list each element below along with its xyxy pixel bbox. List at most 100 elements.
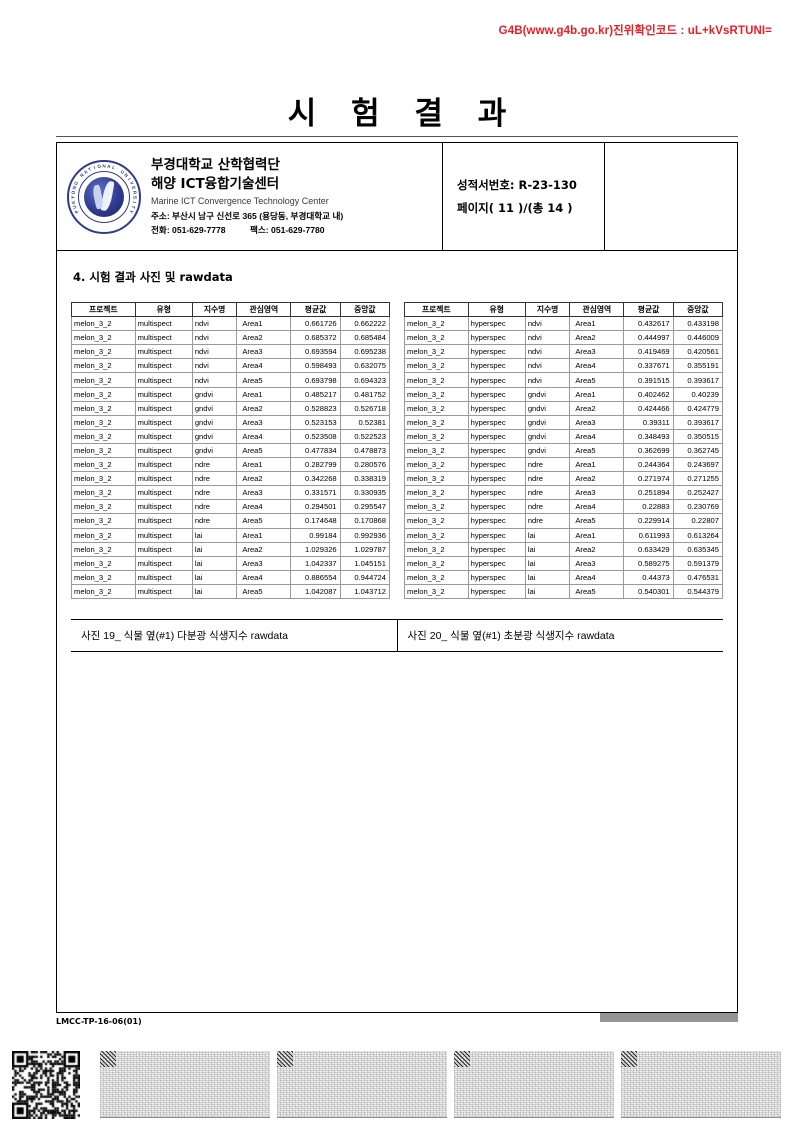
section-heading: 4. 시험 결과 사진 및 rawdata — [73, 270, 233, 284]
table-cell: 1.029787 — [339, 541, 391, 557]
multispect-rawdata-table: 프로젝트 유형 지수명 관심영역 평균값 중앙값 melon_3_2 multispect n… — [71, 301, 391, 599]
table-cell: melon_3_2 — [404, 513, 469, 529]
table-cell: 0.526718 — [339, 400, 391, 416]
table-cell: hyperspec — [467, 569, 526, 585]
table-row: melon_3_2 hyperspec gndvi Area2 0.424466 0.42… — [404, 400, 724, 416]
table-cell: 0.485217 — [290, 386, 341, 402]
table-cell: melon_3_2 — [71, 358, 136, 374]
table-row: melon_3_2 multispect gndvi Area2 0.528823 0.5… — [71, 400, 391, 416]
table-cell: melon_3_2 — [71, 344, 136, 360]
table-cell: melon_3_2 — [71, 414, 136, 430]
table-cell: melon_3_2 — [71, 400, 136, 416]
table-cell: Area2 — [569, 471, 625, 487]
table-cell: ndvi — [191, 358, 238, 374]
table-cell: 0.251894 — [623, 485, 674, 501]
table-cell: multispect — [134, 400, 193, 416]
table-cell: 0.685372 — [290, 330, 341, 346]
table-cell: 0.391515 — [623, 372, 674, 388]
table-cell: multispect — [134, 471, 193, 487]
org-name-english: Marine ICT Convergence Technology Center — [151, 196, 329, 206]
table-cell: multispect — [134, 428, 193, 444]
table-cell: 1.029326 — [290, 541, 341, 557]
table-cell: 0.694323 — [339, 372, 391, 388]
table-cell: melon_3_2 — [404, 555, 469, 571]
table-cell: melon_3_2 — [71, 386, 136, 402]
table-cell: Area2 — [236, 400, 292, 416]
table-cell: melon_3_2 — [404, 316, 469, 332]
table-cell: ndvi — [191, 316, 238, 332]
table-cell: ndre — [524, 499, 571, 515]
table-cell: hyperspec — [467, 400, 526, 416]
table-cell: Area2 — [569, 400, 625, 416]
table-cell: hyperspec — [467, 358, 526, 374]
table-cell: 0.295547 — [339, 499, 391, 515]
table-cell: melon_3_2 — [404, 471, 469, 487]
table-cell: multispect — [134, 442, 193, 459]
table-cell: 0.523508 — [290, 428, 341, 444]
table-row: melon_3_2 multispect lai Area5 1.042087 1.043… — [71, 583, 391, 599]
column-header-5: 중앙값 — [339, 301, 391, 318]
table-cell: Area3 — [236, 485, 292, 501]
table-cell: 0.944724 — [339, 569, 391, 585]
table-cell: 0.402462 — [623, 386, 674, 402]
table-cell: melon_3_2 — [71, 372, 136, 388]
table-cell: lai — [191, 555, 238, 571]
table-cell: melon_3_2 — [404, 485, 469, 501]
org-phone: 전화: 051-629-7778 — [151, 224, 226, 235]
table-cell: Area3 — [569, 555, 625, 571]
column-header-3: 관심영역 — [569, 301, 625, 318]
table-cell: hyperspec — [467, 583, 526, 599]
table-cell: 0.271255 — [672, 471, 724, 487]
title-divider — [56, 136, 738, 137]
column-header-2: 지수명 — [524, 301, 571, 318]
table-cell: 0.99184 — [290, 527, 341, 543]
table-header-row: 프로젝트 유형 지수명 관심영역 평균값 중앙값 — [404, 301, 724, 318]
table-cell: Area4 — [236, 428, 292, 444]
table-cell: Area3 — [236, 414, 292, 430]
table-cell: hyperspec — [467, 316, 526, 332]
table-cell: multispect — [134, 330, 193, 346]
table-cell: lai — [524, 583, 571, 599]
table-row: melon_3_2 hyperspec ndre Area2 0.271974 0.271… — [404, 471, 724, 487]
column-header-5: 중앙값 — [672, 301, 724, 318]
table-cell: 0.393617 — [672, 372, 724, 388]
table-cell: ndvi — [524, 316, 571, 332]
table-cell: 0.544379 — [672, 583, 724, 599]
table-cell: ndre — [191, 457, 238, 473]
table-cell: ndre — [191, 485, 238, 501]
table-cell: 0.481752 — [339, 386, 391, 402]
table-row: melon_3_2 multispect gndvi Area1 0.485217 0.4… — [71, 386, 391, 402]
table-cell: 0.478873 — [339, 442, 391, 459]
table-row: melon_3_2 hyperspec ndre Area4 0.22883 0.2307… — [404, 499, 724, 515]
caption-photo-20: 사진 20_ 식물 옆(#1) 초분광 식생지수 rawdata — [407, 629, 615, 642]
table-cell: 0.432617 — [623, 316, 674, 332]
table-cell: ndvi — [524, 358, 571, 374]
table-cell: Area4 — [569, 358, 625, 374]
table-row: melon_3_2 multispect lai Area3 1.042337 1.045… — [71, 555, 391, 571]
table-row: melon_3_2 multispect ndre Area5 0.174648 0.17… — [71, 513, 391, 529]
table-cell: 0.52381 — [339, 414, 391, 430]
table-cell: 1.045151 — [339, 555, 391, 571]
table-cell: 0.348493 — [623, 428, 674, 444]
table-cell: ndvi — [524, 344, 571, 360]
table-cell: Area1 — [569, 316, 625, 332]
org-name-line2: 해양 ICT융합기술센터 — [151, 175, 280, 192]
table-cell: Area1 — [236, 316, 292, 332]
table-cell: gndvi — [191, 442, 238, 459]
caption-photo-19: 사진 19_ 식물 옆(#1) 다분광 식생지수 rawdata — [71, 619, 398, 651]
table-cell: Area1 — [569, 457, 625, 473]
table-cell: 0.886554 — [290, 569, 341, 585]
table-cell: melon_3_2 — [71, 442, 136, 459]
watermark-block — [277, 1051, 447, 1118]
table-cell: gndvi — [191, 414, 238, 430]
page-info: 페이지( 11 )/(총 14 ) — [457, 200, 573, 215]
footer-gray-bar — [600, 1013, 738, 1022]
table-cell: multispect — [134, 386, 193, 402]
table-cell: 0.420561 — [672, 344, 724, 360]
table-cell: 0.330935 — [339, 485, 391, 501]
table-cell: multispect — [134, 527, 193, 543]
table-cell: 0.294501 — [290, 499, 341, 515]
table-cell: 1.043712 — [339, 583, 391, 599]
table-cell: ndre — [191, 513, 238, 529]
